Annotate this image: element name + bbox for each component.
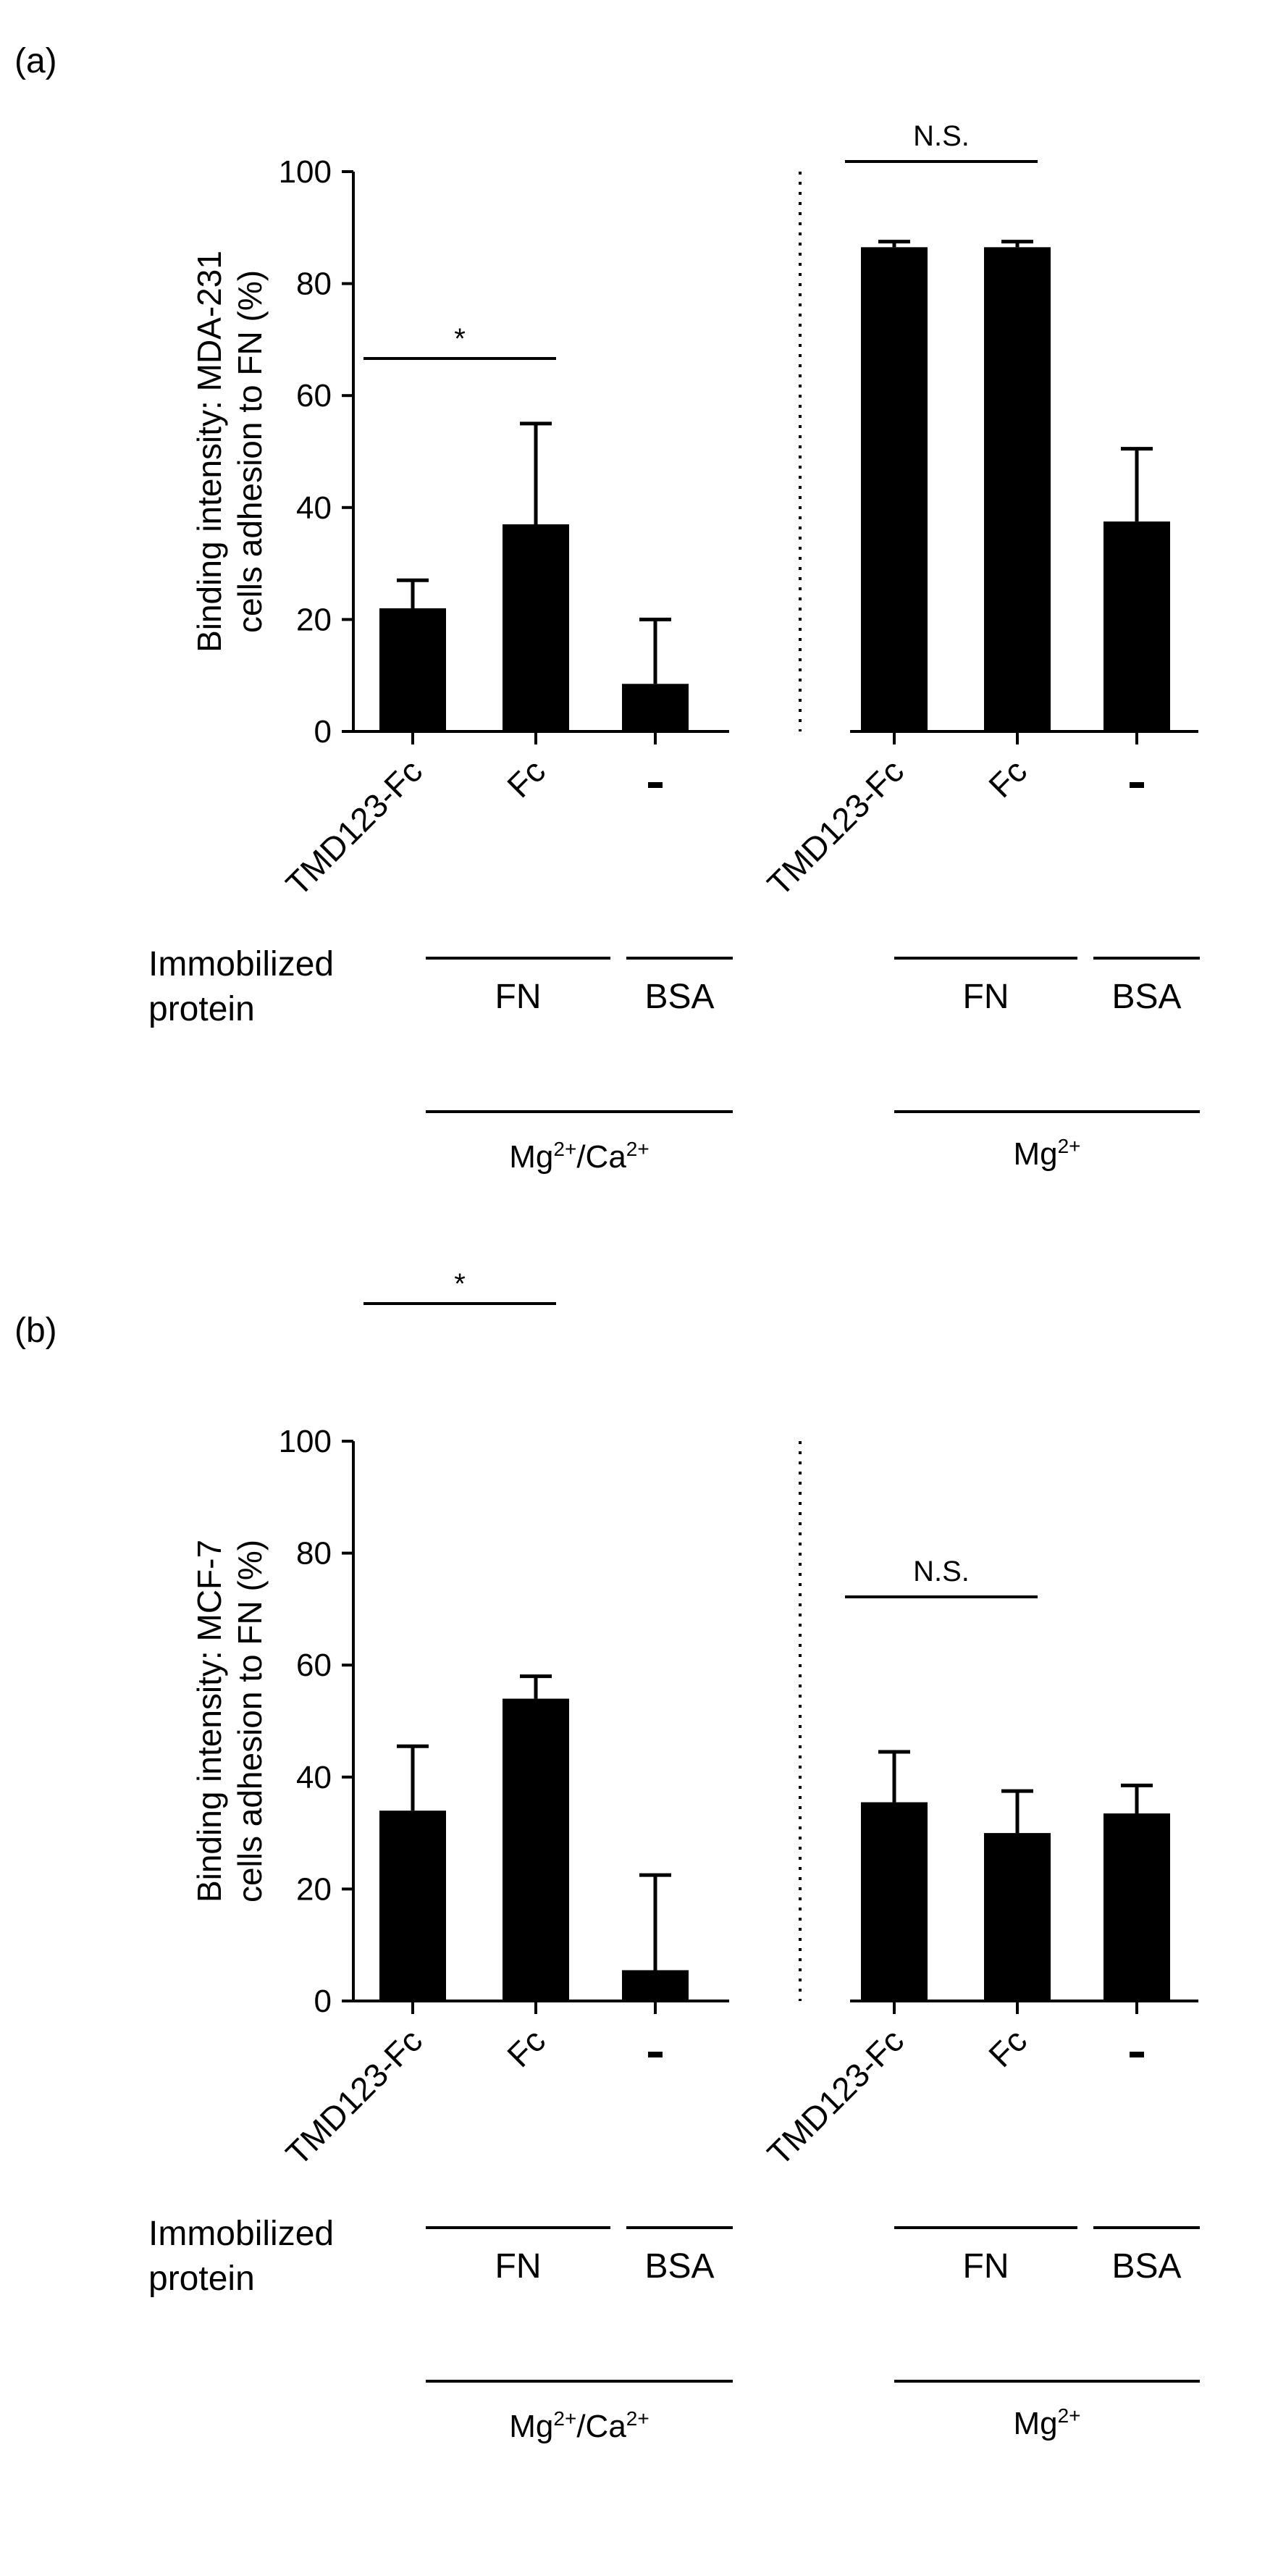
bar xyxy=(1103,1813,1170,2001)
protein-label: BSA xyxy=(1111,978,1181,1016)
row-label-line2: protein xyxy=(148,990,255,1028)
bar xyxy=(379,1811,446,2001)
ion-condition-left: Mg2+/Ca2+ xyxy=(509,1138,649,1175)
significance-label: N.S. xyxy=(913,1556,970,1587)
bar xyxy=(861,247,928,732)
category-label: Fc xyxy=(981,752,1034,805)
y-axis-title-line2: cells adhesion to FN (%) xyxy=(231,270,269,633)
y-tick-label: 0 xyxy=(314,1984,332,2019)
category-label: Fc xyxy=(500,2021,552,2074)
chart-panel-b: (b) 0 20 40 60 80 100 Binding intensity: MCF-7 c… xyxy=(14,1268,1200,2383)
bar xyxy=(622,684,689,731)
row-label-line1: Immobilized xyxy=(148,2215,334,2253)
bar xyxy=(622,1970,689,2001)
significance-label: * xyxy=(454,1268,466,1300)
y-tick-label: 40 xyxy=(296,1760,332,1795)
protein-label: FN xyxy=(963,978,1009,1016)
bar xyxy=(503,1698,569,2001)
ion-condition-right-sup1: 2+ xyxy=(1058,2404,1081,2427)
bar xyxy=(503,524,569,731)
protein-label: BSA xyxy=(644,2247,714,2286)
category-dash xyxy=(1130,782,1144,788)
protein-label: BSA xyxy=(644,978,714,1016)
row-label-line2: protein xyxy=(148,2260,255,2298)
ion-condition-left: Mg2+/Ca2+ xyxy=(509,2407,649,2444)
y-tick-label: 100 xyxy=(279,1424,332,1459)
y-axis-title-line2: cells adhesion to FN (%) xyxy=(231,1540,269,1902)
y-tick-label: 80 xyxy=(296,267,332,302)
ion-condition-left-sup1: 2+ xyxy=(553,2407,576,2430)
protein-label: FN xyxy=(495,978,542,1016)
bar xyxy=(379,608,446,731)
row-label-line1: Immobilized xyxy=(148,945,334,983)
category-dash xyxy=(1130,2052,1144,2057)
ion-condition-right: Mg2+ xyxy=(1013,1135,1080,1172)
panel-label: (b) xyxy=(14,1312,57,1350)
category-label: TMD123-Fc xyxy=(760,752,911,902)
significance-label: N.S. xyxy=(913,120,970,152)
y-tick-label: 20 xyxy=(296,1871,332,1907)
y-tick-label: 20 xyxy=(296,602,332,637)
y-tick-label: 0 xyxy=(314,714,332,750)
ion-condition-left-sup2: 2+ xyxy=(626,1138,649,1160)
ion-condition-left-prefix: Mg xyxy=(509,1139,553,1175)
bar xyxy=(984,1833,1051,2001)
panel-label: (a) xyxy=(14,42,57,80)
category-dash xyxy=(648,782,663,788)
category-label: TMD123-Fc xyxy=(760,2021,911,2172)
ion-condition-left-middle: /Ca xyxy=(576,1139,626,1175)
ion-condition-left-sup2: 2+ xyxy=(626,2407,649,2430)
ion-condition-right: Mg2+ xyxy=(1013,2404,1080,2441)
category-label: Fc xyxy=(500,752,552,805)
bar xyxy=(1103,521,1170,731)
y-axis-title: Binding intensity: MDA-231 cells adhesion… xyxy=(190,251,269,653)
ion-condition-right-prefix: Mg xyxy=(1013,1136,1057,1172)
category-label: TMD123-Fc xyxy=(279,752,429,902)
significance-label: * xyxy=(454,323,466,355)
y-tick-label: 60 xyxy=(296,378,332,414)
ion-condition-right-prefix: Mg xyxy=(1013,2406,1057,2441)
y-tick-label: 80 xyxy=(296,1536,332,1572)
protein-label: FN xyxy=(963,2247,1009,2286)
y-axis-title-line1: Binding intensity: MDA-231 xyxy=(190,251,228,653)
y-axis-title: Binding intensity: MCF-7 cells adhesion t… xyxy=(190,1540,269,1902)
y-tick-label: 100 xyxy=(279,154,332,190)
category-dash xyxy=(648,2052,663,2057)
bar xyxy=(984,247,1051,732)
ion-condition-right-sup1: 2+ xyxy=(1058,1135,1081,1157)
protein-label: BSA xyxy=(1111,2247,1181,2286)
ion-condition-left-middle: /Ca xyxy=(576,2409,626,2444)
category-label: TMD123-Fc xyxy=(279,2021,429,2172)
protein-label: FN xyxy=(495,2247,542,2286)
ion-condition-left-sup1: 2+ xyxy=(553,1138,576,1160)
ion-condition-left-prefix: Mg xyxy=(509,2409,553,2444)
category-label: Fc xyxy=(981,2021,1034,2074)
bar xyxy=(861,1802,928,2001)
y-axis-title-line1: Binding intensity: MCF-7 xyxy=(190,1540,228,1902)
chart-panel-a: (a) 0 20 40 60 80 100 Binding intensity: MDA-23… xyxy=(14,42,1200,1113)
y-tick-label: 60 xyxy=(296,1648,332,1683)
y-tick-label: 40 xyxy=(296,490,332,526)
